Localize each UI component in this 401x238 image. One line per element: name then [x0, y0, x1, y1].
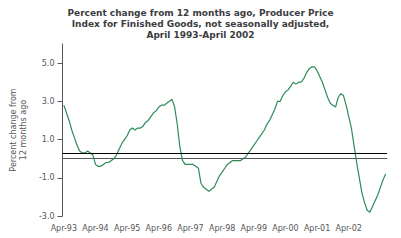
svg-text:Apr-97: Apr-97	[177, 224, 203, 233]
svg-text:Apr-02: Apr-02	[336, 224, 362, 233]
svg-text:-1.0: -1.0	[39, 173, 55, 182]
svg-text:3.0: 3.0	[42, 97, 55, 106]
svg-text:Apr-01: Apr-01	[304, 224, 330, 233]
svg-text:Apr-94: Apr-94	[82, 224, 108, 233]
svg-text:Percent change from: Percent change from	[9, 88, 18, 171]
svg-text:5.0: 5.0	[42, 59, 55, 68]
svg-text:April 1993-April 2002: April 1993-April 2002	[146, 30, 254, 40]
svg-text:Index for Finished Goods, not: Index for Finished Goods, not seasonally…	[72, 19, 330, 29]
svg-text:Apr-96: Apr-96	[146, 224, 172, 233]
svg-text:Apr-98: Apr-98	[209, 224, 235, 233]
svg-text:-3.0: -3.0	[39, 212, 55, 221]
svg-text:Apr-93: Apr-93	[51, 224, 77, 233]
svg-text:Apr-99: Apr-99	[241, 224, 267, 233]
svg-text:Apr-00: Apr-00	[272, 224, 298, 233]
svg-text:1.0: 1.0	[42, 135, 55, 144]
svg-text:Percent change from 12 months: Percent change from 12 months ago, Produ…	[67, 8, 333, 18]
svg-text:Apr-95: Apr-95	[114, 224, 140, 233]
svg-text:12 months ago: 12 months ago	[19, 100, 28, 160]
